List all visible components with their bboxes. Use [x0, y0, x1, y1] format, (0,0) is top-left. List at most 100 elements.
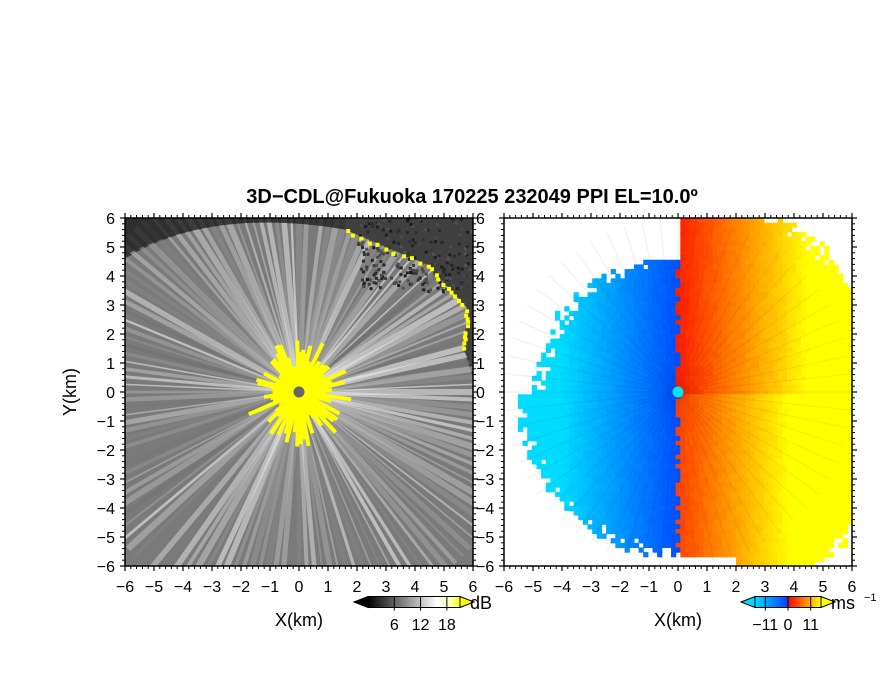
velocity-cell [824, 366, 829, 371]
velocity-cell [833, 413, 838, 418]
velocity-cell [699, 297, 704, 302]
velocity-cell [778, 311, 783, 316]
snr-noise-pixel [438, 254, 441, 257]
velocity-cell [820, 431, 825, 436]
velocity-cell [806, 385, 811, 390]
velocity-cell [829, 329, 834, 334]
snr-noise-pixel [376, 226, 379, 229]
velocity-cell [615, 297, 620, 302]
velocity-cell [588, 302, 593, 307]
velocity-cell [829, 427, 834, 432]
velocity-cell [778, 255, 783, 260]
velocity-cell [829, 292, 834, 297]
velocity-cell [518, 399, 523, 404]
velocity-cell [806, 399, 811, 404]
velocity-cell [796, 371, 801, 376]
velocity-cell [741, 255, 746, 260]
velocity-cell [755, 232, 760, 237]
velocity-cell [555, 311, 560, 316]
velocity-cell [592, 487, 597, 492]
velocity-cell [574, 473, 579, 478]
velocity-cell [782, 394, 787, 399]
velocity-cell [792, 232, 797, 237]
velocity-cell [829, 362, 834, 367]
velocity-cell [611, 487, 616, 492]
velocity-cell [810, 278, 815, 283]
velocity-cell [671, 482, 676, 487]
velocity-cell [829, 431, 834, 436]
velocity-cell [731, 459, 736, 464]
velocity-cell [838, 306, 843, 311]
velocity-cell [736, 487, 741, 492]
velocity-cell [713, 250, 718, 255]
velocity-cell [569, 339, 574, 344]
velocity-cell [564, 394, 569, 399]
velocity-cell [694, 255, 699, 260]
velocity-cell [578, 362, 583, 367]
velocity-cell [768, 482, 773, 487]
snr-noise-pixel [383, 242, 386, 245]
velocity-cell [750, 418, 755, 423]
snr-noise-pixel [447, 256, 450, 259]
velocity-cell [829, 274, 834, 279]
velocity-cell [717, 325, 722, 330]
velocity-cell [838, 315, 843, 320]
velocity-cell [620, 394, 625, 399]
velocity-cell [523, 408, 528, 413]
velocity-cell [699, 260, 704, 265]
velocity-cell [694, 492, 699, 497]
velocity-cell [741, 306, 746, 311]
velocity-cell [639, 487, 644, 492]
velocity-cell [796, 492, 801, 497]
velocity-cell [601, 315, 606, 320]
velocity-cell [648, 464, 653, 469]
velocity-cell [564, 385, 569, 390]
velocity-cell [560, 380, 565, 385]
velocity-cell [717, 274, 722, 279]
velocity-cell [690, 227, 695, 232]
velocity-cell [773, 311, 778, 316]
velocity-cell [801, 246, 806, 251]
snr-noise-pixel [464, 264, 467, 267]
velocity-cell [838, 399, 843, 404]
snr-noise-pixel [368, 220, 371, 223]
velocity-cell [833, 343, 838, 348]
velocity-cell [782, 260, 787, 265]
velocity-cell [555, 436, 560, 441]
velocity-cell [588, 445, 593, 450]
velocity-cell [820, 269, 825, 274]
velocity-cell [820, 371, 825, 376]
velocity-cell [806, 353, 811, 358]
velocity-cell [820, 315, 825, 320]
velocity-cell [796, 250, 801, 255]
velocity-cell [806, 264, 811, 269]
velocity-cell [778, 469, 783, 474]
velocity-cell [578, 394, 583, 399]
velocity-cell [815, 385, 820, 390]
velocity-cell [792, 385, 797, 390]
velocity-cell [810, 394, 815, 399]
velocity-cell [574, 339, 579, 344]
velocity-cell [731, 227, 736, 232]
velocity-cell [768, 380, 773, 385]
snr-noise-pixel [434, 240, 437, 243]
velocity-cell [597, 487, 602, 492]
velocity-cell [694, 237, 699, 242]
snr-noise-pixel [360, 268, 363, 271]
velocity-cell [778, 237, 783, 242]
velocity-cell [796, 473, 801, 478]
velocity-cell [541, 441, 546, 446]
velocity-cell [560, 482, 565, 487]
velocity-cell [727, 339, 732, 344]
velocity-cell [592, 422, 597, 427]
velocity-cell [796, 329, 801, 334]
snr-noise-pixel [419, 276, 422, 279]
velocity-cell [815, 250, 820, 255]
velocity-cell [833, 283, 838, 288]
velocity-cell [792, 250, 797, 255]
velocity-cell [643, 302, 648, 307]
velocity-cell [750, 227, 755, 232]
velocity-cell [810, 366, 815, 371]
velocity-cell [601, 274, 606, 279]
velocity-cell [824, 487, 829, 492]
